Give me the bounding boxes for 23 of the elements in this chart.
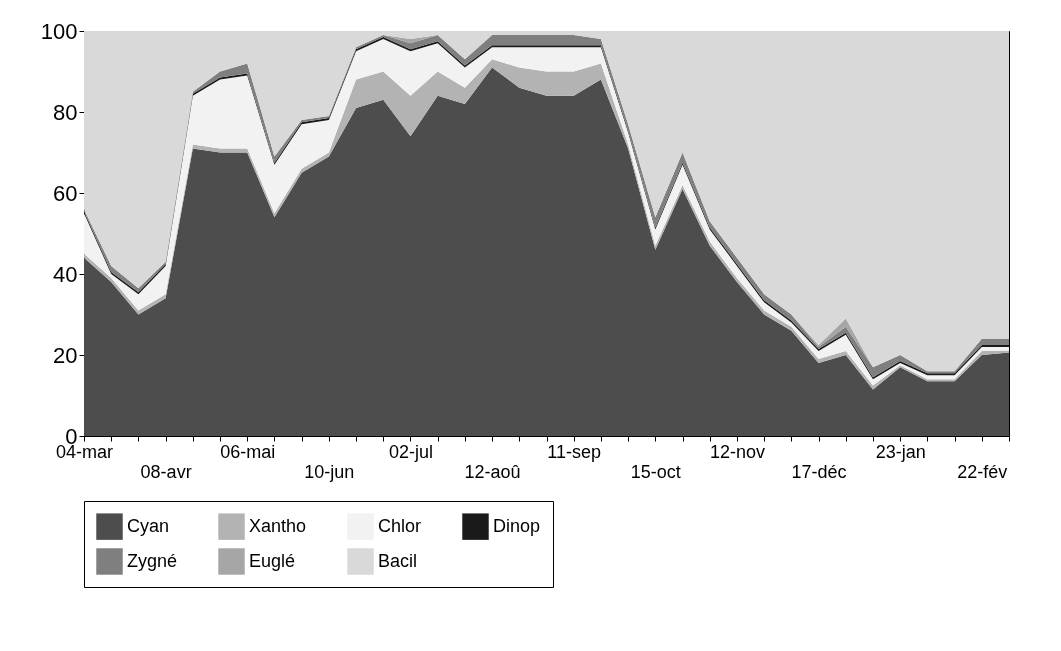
- y-tick-label: 20: [53, 342, 78, 368]
- x-tick-label: 08-avr: [140, 461, 192, 482]
- x-tick-label: 02-jul: [388, 441, 433, 462]
- x-tick-label: 06-mai: [220, 441, 276, 462]
- x-tick-label: 22-fév: [957, 461, 1008, 482]
- legend-label: Dinop: [493, 515, 541, 536]
- legend-label: Euglé: [249, 550, 296, 571]
- x-tick-label: 15-oct: [630, 461, 681, 482]
- y-tick-label: 80: [53, 99, 78, 125]
- y-tick-label: 60: [53, 180, 78, 206]
- x-tick-label: 12-nov: [709, 441, 765, 462]
- x-tick-label: 11-sep: [547, 441, 602, 462]
- legend-label: Zygné: [127, 550, 178, 571]
- y-tick-label: 40: [53, 261, 78, 287]
- legend-label: Bacil: [378, 550, 418, 571]
- x-tick-label: 12-aoû: [464, 461, 521, 482]
- x-tick-label: 23-jan: [875, 441, 926, 462]
- legend-label: Xantho: [249, 515, 307, 536]
- x-tick-label: 10-jun: [304, 461, 355, 482]
- legend-label: Cyan: [127, 515, 170, 536]
- x-tick-label: 17-déc: [791, 461, 847, 482]
- legend-label: Chlor: [378, 515, 422, 536]
- y-tick-label: 100: [40, 18, 78, 44]
